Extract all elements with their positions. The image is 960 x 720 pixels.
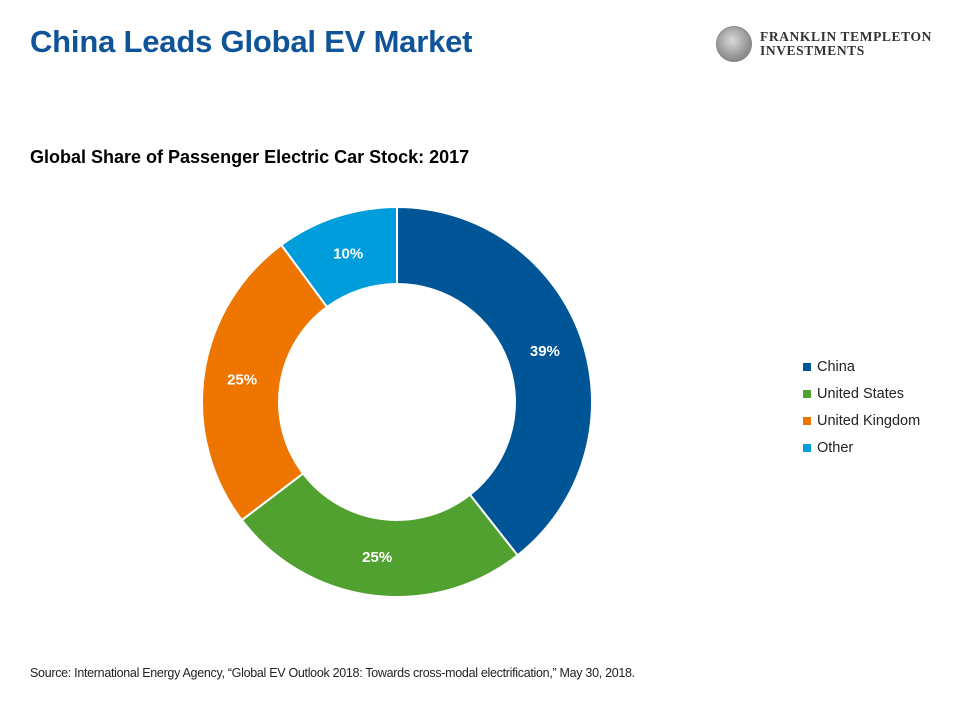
donut-slice-other (279, 205, 398, 309)
logo-line-2: INVESTMENTS (760, 43, 865, 58)
legend-swatch (803, 362, 811, 371)
data-label-china: 39% (530, 343, 560, 360)
legend-swatch (803, 389, 811, 398)
data-label-united-states: 25% (362, 549, 392, 566)
legend-item: United Kingdom (803, 407, 920, 434)
logo-text: FRANKLIN TEMPLETON INVESTMENTS (760, 30, 932, 58)
logo-line-1: FRANKLIN TEMPLETON (760, 29, 932, 44)
chart-legend: China United States United Kingdom Other (803, 353, 920, 461)
donut-slice-china (396, 205, 593, 557)
legend-item: United States (803, 380, 920, 407)
legend-item: China (803, 353, 920, 380)
donut-slice-united-kingdom (201, 243, 329, 522)
data-label-united-kingdom: 25% (227, 372, 257, 389)
legend-label: China (817, 358, 855, 375)
page-title: China Leads Global EV Market (30, 24, 473, 59)
chart-title: Global Share of Passenger Electric Car S… (30, 147, 470, 167)
legend-swatch (803, 416, 811, 425)
legend-label: United Kingdom (817, 412, 921, 429)
donut-slice-united-states (240, 472, 519, 598)
legend-label: Other (817, 439, 854, 456)
legend-label: United States (817, 385, 905, 402)
franklin-templeton-logo: FRANKLIN TEMPLETON INVESTMENTS (716, 26, 932, 62)
legend-swatch (803, 443, 811, 452)
portrait-medallion-icon (716, 26, 752, 62)
data-label-other: 10% (333, 245, 363, 262)
source-note: Source: International Energy Agency, “Gl… (30, 666, 635, 680)
legend-item: Other (803, 434, 920, 461)
